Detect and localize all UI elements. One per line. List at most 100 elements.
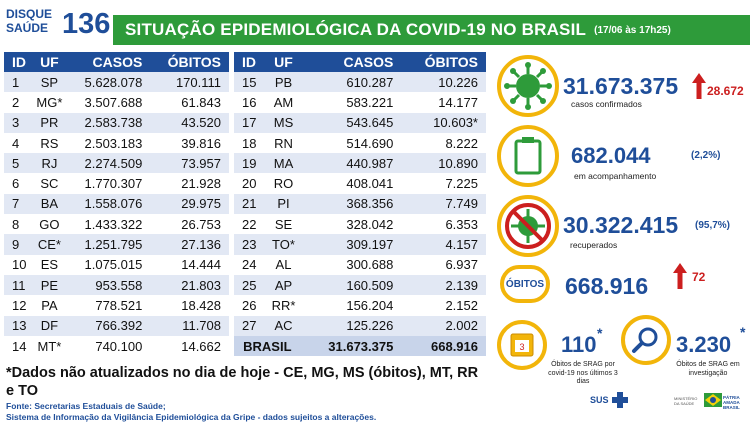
cell-obitos: 6.937 bbox=[401, 254, 486, 275]
cell-obitos: 43.520 bbox=[150, 112, 229, 133]
cell-obitos: 7.749 bbox=[401, 193, 486, 215]
cell-obitos: 4.157 bbox=[401, 234, 486, 255]
cell-casos: 740.100 bbox=[66, 335, 151, 357]
cell-obitos: 10.603* bbox=[401, 112, 486, 133]
cell-casos: 953.558 bbox=[66, 274, 151, 296]
cell-obitos: 2.139 bbox=[401, 274, 486, 296]
cell-uf: PE bbox=[32, 274, 67, 296]
cell-obitos: 10.226 bbox=[401, 72, 486, 93]
cell-casos: 2.503.183 bbox=[66, 132, 151, 154]
sus-logo: SUS bbox=[590, 395, 609, 405]
table-row: 23 TO* 309.197 4.157 bbox=[234, 234, 486, 255]
cell-casos: 514.690 bbox=[300, 132, 402, 154]
cell-id: 14 bbox=[4, 335, 33, 357]
cell-obitos: 61.843 bbox=[150, 92, 229, 113]
update-date: (17/06 às 17h25) bbox=[594, 24, 671, 36]
cell-id: 11 bbox=[4, 274, 33, 296]
cell-uf: RN bbox=[266, 132, 301, 154]
cell-obitos: 170.111 bbox=[150, 72, 229, 93]
table-row: 6 SC 1.770.307 21.928 bbox=[4, 173, 229, 194]
cell-id: 4 bbox=[4, 132, 33, 154]
cell-obitos: 8.222 bbox=[401, 132, 486, 154]
cell-obitos: 6.353 bbox=[401, 214, 486, 235]
cell-casos: 300.688 bbox=[300, 254, 402, 275]
cell-uf: BA bbox=[32, 193, 67, 215]
cell-casos: 610.287 bbox=[300, 72, 402, 93]
cell-uf: PI bbox=[266, 193, 301, 215]
cell-uf: PB bbox=[266, 72, 301, 93]
cell-id: 27 bbox=[234, 315, 267, 336]
no-virus-icon bbox=[497, 195, 559, 257]
cell-uf: AM bbox=[266, 92, 301, 113]
table-row: 24 AL 300.688 6.937 bbox=[234, 254, 486, 275]
cell-uf: AL bbox=[266, 254, 301, 275]
table-row: 13 DF 766.392 11.708 bbox=[4, 315, 229, 336]
calendar-number: 3 bbox=[519, 342, 524, 352]
obitos-delta: 72 bbox=[692, 270, 706, 284]
srag-investigacao-star: * bbox=[740, 324, 746, 340]
up-arrow-icon bbox=[692, 73, 706, 99]
table-row: 16 AM 583.221 14.177 bbox=[234, 92, 486, 113]
cell-casos: 1.075.015 bbox=[66, 254, 151, 275]
table-row: 3 PR 2.583.738 43.520 bbox=[4, 112, 229, 133]
cell-casos: 778.521 bbox=[66, 295, 151, 316]
up-arrow-icon bbox=[673, 263, 687, 289]
table-row: 17 MS 543.645 10.603* bbox=[234, 112, 486, 133]
cell-id: 24 bbox=[234, 254, 267, 275]
cell-uf: MS bbox=[266, 112, 301, 133]
table-row: 27 AC 125.226 2.002 bbox=[234, 315, 486, 336]
total-obitos: 668.916 bbox=[401, 335, 486, 357]
cell-uf: SC bbox=[32, 173, 67, 194]
states-table-left: ID UF CASOS ÓBITOS 1 SP 5.628.078 170.111 2 M… bbox=[4, 52, 229, 357]
cell-uf: MA bbox=[266, 153, 301, 174]
cell-casos: 408.041 bbox=[300, 173, 402, 194]
title-bar: SITUAÇÃO EPIDEMIOLÓGICA DA COVID-19 NO B… bbox=[113, 15, 750, 45]
cell-id: 23 bbox=[234, 234, 267, 255]
cell-uf: RS bbox=[32, 132, 67, 154]
table-row: 5 RJ 2.274.509 73.957 bbox=[4, 153, 229, 174]
cell-uf: MG* bbox=[32, 92, 67, 113]
states-table-right: ID UF CASOS ÓBITOS 15 PB 610.287 10.226 16 AM… bbox=[234, 52, 486, 357]
table-row: 4 RS 2.503.183 39.816 bbox=[4, 132, 229, 154]
ministry-logo: MINISTÉRIO DA SAÚDE bbox=[674, 396, 698, 406]
cell-casos: 5.628.078 bbox=[66, 72, 151, 93]
cell-obitos: 14.177 bbox=[401, 92, 486, 113]
cell-uf: PA bbox=[32, 295, 67, 316]
cell-obitos: 26.753 bbox=[150, 214, 229, 235]
cell-id: 3 bbox=[4, 112, 33, 133]
cell-id: 6 bbox=[4, 173, 33, 194]
acompanhamento-value: 682.044 bbox=[571, 143, 651, 168]
recuperados-pct: (95,7%) bbox=[695, 220, 731, 231]
cell-casos: 3.507.688 bbox=[66, 92, 151, 113]
cell-obitos: 29.975 bbox=[150, 193, 229, 215]
obitos-badge: ÓBITOS bbox=[500, 265, 550, 303]
col-header-obitos: ÓBITOS bbox=[150, 52, 229, 72]
acompanhamento-pct: (2,2%) bbox=[691, 150, 721, 161]
cell-uf: AC bbox=[266, 315, 301, 336]
cell-obitos: 10.890 bbox=[401, 153, 486, 174]
recuperados-value: 30.322.415 bbox=[563, 212, 679, 238]
cell-uf: SP bbox=[32, 72, 67, 93]
cell-obitos: 27.136 bbox=[150, 234, 229, 255]
table-row: 12 PA 778.521 18.428 bbox=[4, 295, 229, 316]
confirmados-delta: 28.672 bbox=[707, 84, 744, 98]
cell-casos: 309.197 bbox=[300, 234, 402, 255]
cell-obitos: 11.708 bbox=[150, 315, 229, 336]
sus-cross-icon bbox=[612, 392, 628, 408]
source-note: Fonte: Secretarias Estaduais de Saúde; S… bbox=[6, 401, 376, 423]
cell-casos: 2.274.509 bbox=[66, 153, 151, 174]
cell-id: 10 bbox=[4, 254, 33, 275]
recuperados-label: recuperados bbox=[570, 240, 618, 250]
cell-obitos: 21.803 bbox=[150, 274, 229, 296]
table-row: 21 PI 368.356 7.749 bbox=[234, 193, 486, 215]
virus-icon bbox=[497, 55, 559, 117]
col-header-obitos: ÓBITOS bbox=[401, 52, 486, 72]
logo-number: 136 bbox=[62, 8, 111, 40]
cell-casos: 1.433.322 bbox=[66, 214, 151, 235]
cell-casos: 160.509 bbox=[300, 274, 402, 296]
table-row: 1 SP 5.628.078 170.111 bbox=[4, 72, 229, 93]
table-row: 7 BA 1.558.076 29.975 bbox=[4, 193, 229, 215]
cell-uf: RJ bbox=[32, 153, 67, 174]
cell-obitos: 7.225 bbox=[401, 173, 486, 194]
cell-obitos: 18.428 bbox=[150, 295, 229, 316]
